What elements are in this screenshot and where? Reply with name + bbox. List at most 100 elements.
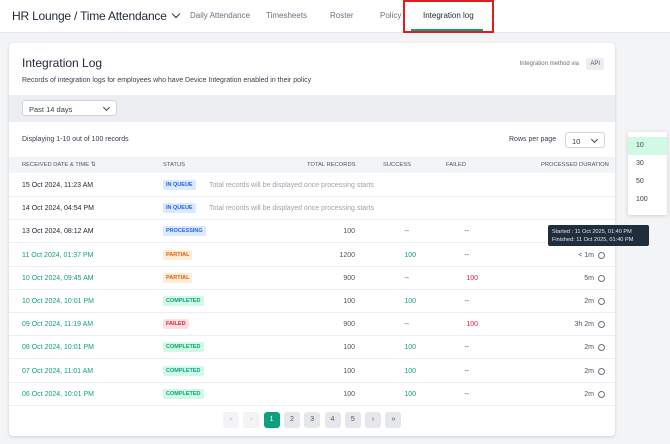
tab-integration-log[interactable]: Integration log xyxy=(423,11,474,20)
records-summary: Displaying 1-10 out of 100 records xyxy=(22,136,129,143)
rows-per-page-select[interactable]: 10 xyxy=(565,132,605,148)
success-count: -- xyxy=(404,228,409,236)
table-header: RECEIVED DATE & TIME ⇅ STATUS TOTAL RECO… xyxy=(9,157,615,173)
option-30[interactable]: 30 xyxy=(636,160,644,167)
status-badge: PARTIAL xyxy=(163,249,193,260)
status-badge: PROCESSING xyxy=(163,226,206,237)
success-count: 100 xyxy=(404,298,416,305)
clock-icon[interactable] xyxy=(598,274,605,282)
success-count: -- xyxy=(404,274,409,282)
pagination-last-button[interactable]: » xyxy=(385,412,402,428)
total-records: 900 xyxy=(343,274,355,282)
processed-duration: 2m xyxy=(584,344,594,352)
failed-count: -- xyxy=(464,251,469,259)
success-count: -- xyxy=(404,321,409,329)
received-date[interactable]: 08 Oct 2024, 10:01 PM xyxy=(22,344,94,352)
page-description: Records of integration logs for employee… xyxy=(22,77,312,84)
pagination-next-button[interactable]: › xyxy=(365,412,382,428)
table-row[interactable]: 09 Oct 2024, 11:19 AM FAILED 900 -- 100 3h… xyxy=(9,313,615,337)
pagination-page-1[interactable]: 1 xyxy=(263,412,280,428)
chevron-down-icon xyxy=(102,103,111,112)
queue-note: Total records will be displayed once pro… xyxy=(209,205,374,213)
table-row[interactable]: 11 Oct 2024, 01:37 PM PARTIAL 1200 100 --… xyxy=(9,244,615,267)
total-records: 1200 xyxy=(339,251,355,259)
integration-log-card: Integration Log Records of integration l… xyxy=(9,43,615,436)
failed-count: 100 xyxy=(466,274,478,282)
received-date: 14 Oct 2024, 04:54 PM xyxy=(22,205,94,213)
total-records: 100 xyxy=(343,344,355,352)
option-100[interactable]: 100 xyxy=(636,196,648,203)
clock-icon[interactable] xyxy=(598,367,605,375)
top-bar: HR Lounge / Time Attendance Daily Attend… xyxy=(0,0,670,33)
received-date: 13 Oct 2024, 08:12 AM xyxy=(22,228,94,236)
table-row[interactable]: 07 Oct 2024, 11:01 AM COMPLETED 100 100 -… xyxy=(9,360,615,383)
pagination-first-button[interactable]: « xyxy=(223,412,239,428)
col-label: RECEIVED DATE & TIME xyxy=(22,162,90,168)
received-date: 15 Oct 2024, 11:23 AM xyxy=(22,182,94,189)
table-row[interactable]: 13 Oct 2024, 08:12 AM PROCESSING 100 -- -… xyxy=(9,220,615,244)
table-row[interactable]: 15 Oct 2024, 11:23 AM IN QUEUE Total reco… xyxy=(9,174,615,197)
col-failed: FAILED xyxy=(446,162,466,168)
duration-tooltip: Started : 11 Oct 2025, 01:40 PM Finished… xyxy=(548,225,649,246)
received-date[interactable]: 06 Oct 2024, 10:01 PM xyxy=(22,390,94,398)
integration-method-badge: API xyxy=(586,58,604,70)
status-badge: PARTIAL xyxy=(163,272,193,283)
rows-per-page-menu: 10 30 50 100 xyxy=(628,132,667,215)
pagination-page-4[interactable]: 4 xyxy=(324,412,341,428)
col-processed-duration: PROCESSED DURATION xyxy=(541,162,609,168)
table-row[interactable]: 10 Oct 2024, 09:45 AM PARTIAL 900 -- 100 5… xyxy=(9,267,615,290)
option-10[interactable]: 10 xyxy=(628,137,667,155)
total-records: 100 xyxy=(343,367,355,375)
processed-duration: 2m xyxy=(584,367,594,375)
period-select[interactable]: Past 14 days xyxy=(22,100,117,116)
received-date[interactable]: 10 Oct 2024, 10:01 PM xyxy=(22,298,94,305)
table-row[interactable]: 10 Oct 2024, 10:01 PM COMPLETED 100 100 -… xyxy=(9,290,615,313)
col-received-date[interactable]: RECEIVED DATE & TIME ⇅ xyxy=(22,162,96,168)
failed-count: -- xyxy=(464,298,469,305)
integration-method-label: Integration method via xyxy=(519,61,579,67)
breadcrumb-text: HR Lounge / Time Attendance xyxy=(12,9,167,23)
failed-count: -- xyxy=(464,367,469,375)
col-status: STATUS xyxy=(163,162,186,168)
tab-timesheets[interactable]: Timesheets xyxy=(266,11,308,20)
pagination-page-2[interactable]: 2 xyxy=(283,412,300,428)
col-success: SUCCESS xyxy=(383,162,412,168)
status-badge: COMPLETED xyxy=(163,296,204,306)
clock-icon[interactable] xyxy=(598,321,605,329)
total-records: 100 xyxy=(343,298,355,305)
tab-roster[interactable]: Roster xyxy=(330,11,354,20)
table-row[interactable]: 08 Oct 2024, 10:01 PM COMPLETED 100 100 -… xyxy=(9,336,615,360)
total-records: 900 xyxy=(343,321,355,329)
sort-icon[interactable]: ⇅ xyxy=(90,162,96,168)
clock-icon[interactable] xyxy=(598,251,605,259)
chevron-down-icon xyxy=(590,135,599,144)
failed-count: 100 xyxy=(466,321,478,329)
highlight-box xyxy=(403,0,494,33)
option-50[interactable]: 50 xyxy=(636,178,644,185)
queue-note: Total records will be displayed once pro… xyxy=(209,182,374,189)
total-records: 100 xyxy=(343,228,355,236)
tab-policy[interactable]: Policy xyxy=(380,11,402,20)
pagination-page-5[interactable]: 5 xyxy=(344,412,361,428)
processed-duration: 5m xyxy=(584,274,594,282)
success-count: 100 xyxy=(404,367,416,375)
received-date[interactable]: 11 Oct 2024, 01:37 PM xyxy=(22,251,94,259)
received-date[interactable]: 09 Oct 2024, 11:19 AM xyxy=(22,321,94,329)
received-date[interactable]: 10 Oct 2024, 09:45 AM xyxy=(22,274,94,282)
breadcrumb[interactable]: HR Lounge / Time Attendance xyxy=(12,9,180,23)
clock-icon[interactable] xyxy=(598,344,605,352)
received-date[interactable]: 07 Oct 2024, 11:01 AM xyxy=(22,367,94,375)
status-badge: COMPLETED xyxy=(163,388,204,399)
pagination-page-3[interactable]: 3 xyxy=(304,412,321,428)
tab-daily-attendance[interactable]: Daily Attendance xyxy=(190,11,251,20)
tooltip-started: Started : 11 Oct 2025, 01:40 PM xyxy=(552,229,632,235)
table-row[interactable]: 06 Oct 2024, 10:01 PM COMPLETED 100 100 -… xyxy=(9,383,615,406)
clock-icon[interactable] xyxy=(598,390,605,398)
rows-per-page-value: 10 xyxy=(572,137,581,146)
status-badge: COMPLETED xyxy=(163,342,204,353)
pagination-prev-button[interactable]: ‹ xyxy=(243,412,260,428)
processed-duration: 2m xyxy=(584,390,594,398)
clock-icon[interactable] xyxy=(598,298,605,305)
success-count: 100 xyxy=(404,390,416,398)
table-row[interactable]: 14 Oct 2024, 04:54 PM IN QUEUE Total reco… xyxy=(9,197,615,221)
